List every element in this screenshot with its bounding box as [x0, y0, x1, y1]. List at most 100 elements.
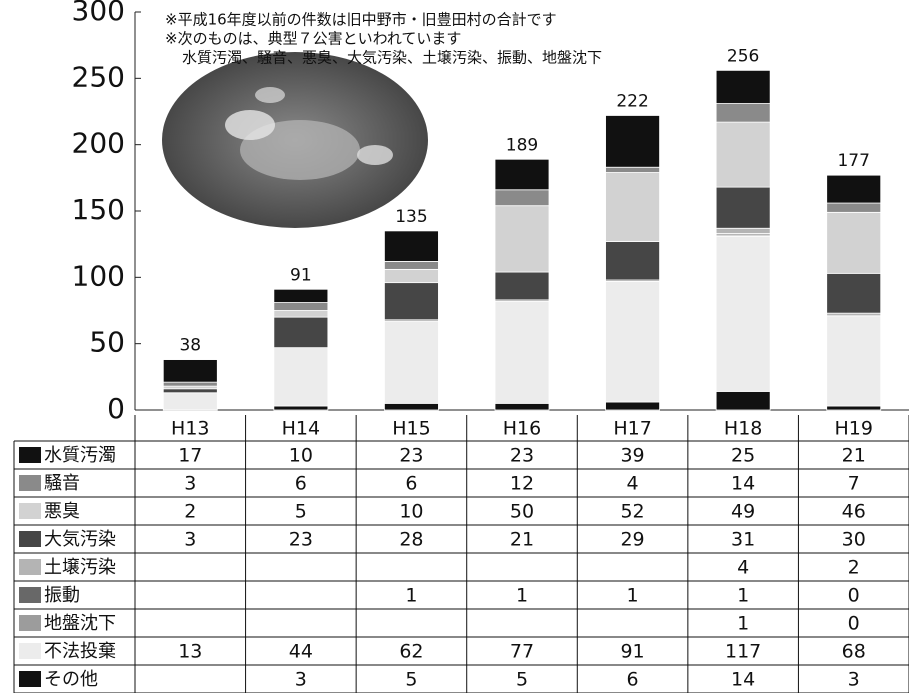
x-tick-label: H15	[392, 418, 430, 440]
x-tick-label: H16	[503, 418, 541, 440]
legend-swatch	[19, 559, 41, 575]
table-cell: 0	[848, 613, 860, 635]
legend-swatch	[19, 671, 41, 687]
legend-label: 悪臭	[44, 501, 80, 522]
bar-segment	[715, 391, 771, 411]
bar-segment	[826, 272, 882, 314]
table-cell: 117	[725, 641, 761, 663]
bar-segment	[715, 186, 771, 229]
bar-segment	[715, 103, 771, 123]
table-cell: 10	[399, 501, 423, 523]
table-cell: 21	[842, 445, 866, 467]
table-cell: 77	[510, 641, 534, 663]
annotation: ※平成16年度以前の件数は旧中野市・旧豊田村の合計です	[165, 11, 557, 29]
total-label: 38	[179, 336, 201, 356]
total-label: 177	[837, 151, 869, 171]
table-cell: 6	[627, 669, 639, 691]
table-cell: 91	[620, 641, 644, 663]
bar-segment	[494, 205, 550, 273]
bar-segment	[384, 320, 439, 404]
table-cell: 50	[510, 501, 534, 523]
table-cell: 14	[731, 473, 755, 495]
bar-segment	[605, 401, 660, 411]
bar-segment	[273, 310, 329, 318]
bar-segment	[162, 359, 218, 383]
y-tick-label: 250	[72, 60, 125, 93]
bar-segment	[605, 172, 660, 242]
bar-segment	[162, 381, 218, 387]
legend-swatch	[19, 447, 41, 463]
y-tick-label: 50	[89, 326, 125, 359]
bar-segment	[273, 405, 329, 411]
photo	[162, 52, 428, 228]
table-cell: 23	[510, 445, 534, 467]
bar-segment	[826, 405, 882, 411]
table-cell: 13	[178, 641, 202, 663]
legend-swatch	[19, 587, 41, 603]
bar-segment	[494, 300, 550, 404]
legend-label: 水質汚濁	[44, 445, 116, 466]
table-cell: 2	[184, 501, 196, 523]
x-tick-label: H18	[724, 418, 762, 440]
bar-segment	[273, 347, 329, 407]
table-cell: 49	[731, 501, 755, 523]
legend-swatch	[19, 475, 41, 491]
table-cell: 46	[842, 501, 866, 523]
bar-segment	[715, 235, 771, 392]
bar-segment	[605, 241, 660, 281]
table-cell: 5	[295, 501, 307, 523]
x-tick-label: H19	[834, 418, 872, 440]
bar-segment	[715, 69, 771, 104]
bar-segment	[273, 288, 329, 303]
table-cell: 68	[842, 641, 866, 663]
bar-segment	[715, 227, 771, 234]
total-label: 135	[395, 207, 427, 227]
table-cell: 1	[737, 585, 749, 607]
bar-segment	[494, 158, 550, 191]
table-cell: 5	[516, 669, 528, 691]
bar-segment	[384, 282, 439, 321]
bar-segment	[384, 261, 439, 270]
table-cell: 3	[184, 473, 196, 495]
table-cell: 17	[178, 445, 202, 467]
legend-label: その他	[44, 669, 98, 690]
bar-segment	[384, 402, 439, 411]
table-cell: 52	[620, 501, 644, 523]
bar-segment	[605, 166, 660, 173]
bar-segment	[162, 388, 218, 394]
table-cell: 3	[295, 669, 307, 691]
table-cell: 23	[399, 445, 423, 467]
y-tick-label: 200	[72, 127, 125, 160]
bar-segment	[826, 202, 882, 213]
table-cell: 6	[405, 473, 417, 495]
table-cell: 1	[516, 585, 528, 607]
y-tick-label: 300	[72, 0, 125, 27]
legend-label: 不法投棄	[44, 641, 116, 662]
table-cell: 3	[848, 669, 860, 691]
annotation: ※次のものは、典型７公害といわれています	[165, 30, 461, 48]
total-label: 256	[727, 46, 759, 66]
y-tick-label: 0	[107, 392, 125, 425]
legend-label: 地盤沈下	[44, 613, 116, 634]
legend-label: 土壌汚染	[44, 557, 116, 578]
bar-segment	[605, 280, 660, 403]
bar-segment	[494, 189, 550, 207]
bar-segment	[715, 121, 771, 188]
total-label: 189	[506, 135, 538, 155]
bar-segment	[384, 268, 439, 284]
x-tick-label: H14	[282, 418, 320, 440]
table-cell: 23	[289, 529, 313, 551]
bar-segment	[826, 211, 882, 274]
table-cell: 10	[289, 445, 313, 467]
table-cell: 31	[731, 529, 755, 551]
table-cell: 28	[399, 529, 423, 551]
legend-label: 振動	[44, 585, 80, 606]
table-cell: 4	[627, 473, 639, 495]
table-cell: 6	[295, 473, 307, 495]
table-cell: 4	[737, 557, 749, 579]
table-cell: 30	[842, 529, 866, 551]
table-cell: 7	[848, 473, 860, 495]
table-cell: 25	[731, 445, 755, 467]
